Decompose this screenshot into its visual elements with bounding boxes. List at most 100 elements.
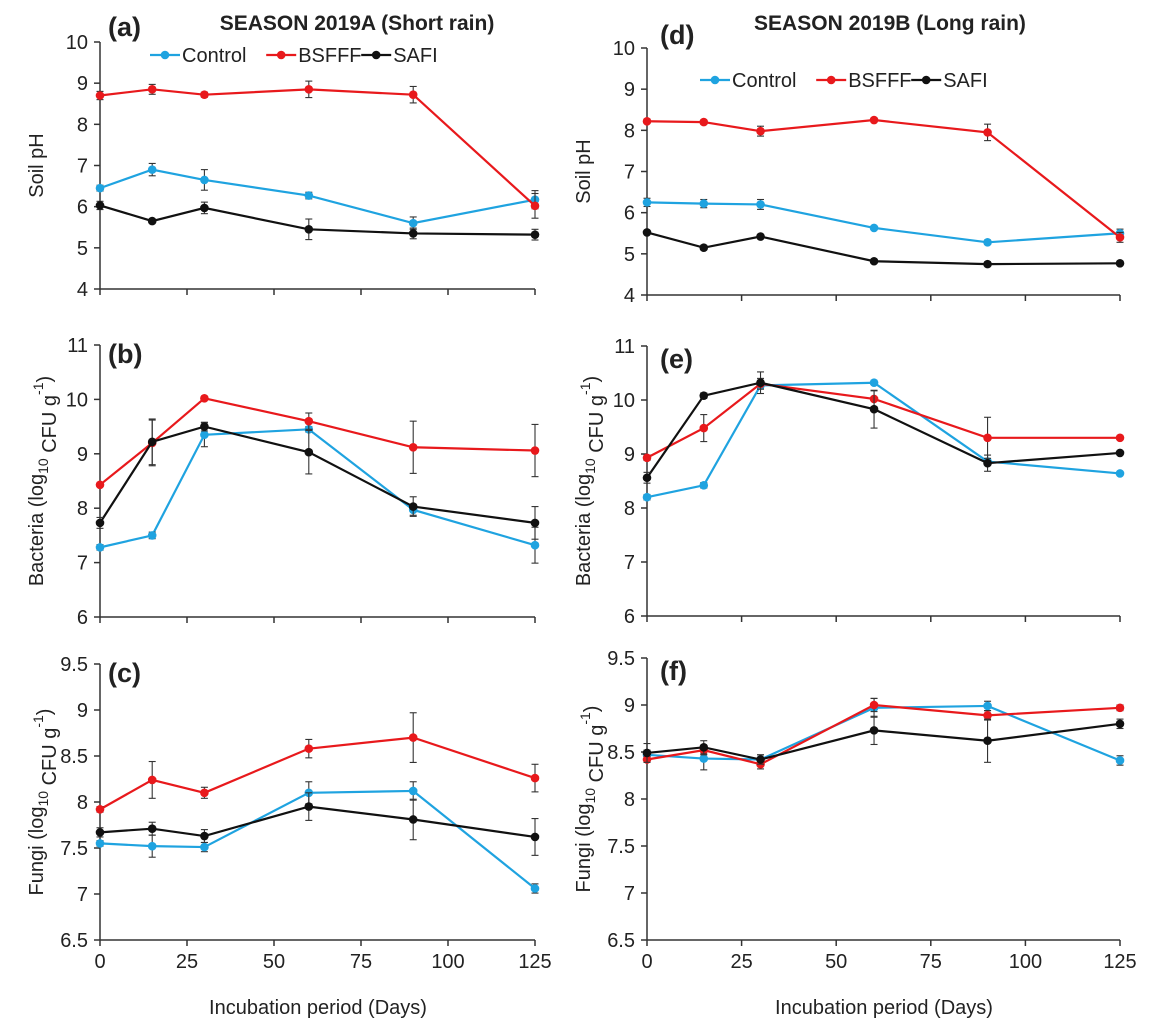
y-tick-label: 7: [624, 883, 635, 905]
data-point-safi: [304, 802, 314, 811]
data-point-control: [869, 223, 879, 233]
series-line-control: [646, 381, 1121, 499]
y-tick-label: 8: [624, 120, 635, 142]
data-point-control: [95, 543, 105, 552]
y-tick-label: 5: [77, 238, 88, 260]
x-axis-title-left: Incubation period (Days): [209, 997, 427, 1019]
data-point-safi: [530, 832, 540, 842]
y-axis-title-part: CFU g: [586, 395, 608, 458]
panel-label: (b): [108, 339, 142, 369]
y-tick-label: 10: [66, 32, 88, 54]
data-point-control: [1115, 469, 1125, 478]
chart-panel-c: 6.5 7 7.5 8 8.5 9 9.5 0 25 50 75 100 125 Fungi (log10…: [26, 654, 552, 973]
series-line-bsfff: [99, 736, 536, 811]
y-tick-label: 8: [77, 498, 88, 520]
data-point-control: [983, 238, 992, 247]
y-axis-title: Fungi (log10 CFU g-1): [573, 706, 608, 893]
data-point-safi: [756, 232, 765, 241]
x-tick-label: 0: [94, 951, 105, 973]
data-point-bsfff: [304, 744, 314, 753]
y-axis-title-part: 10: [582, 458, 598, 474]
series-line-bsfff: [99, 88, 536, 207]
legend-swatch-marker: [921, 75, 931, 85]
x-tick-label: 125: [518, 951, 551, 973]
y-axis-title-part: 10: [35, 791, 51, 807]
data-point-control: [408, 218, 418, 228]
y-tick-label: 10: [613, 390, 635, 412]
data-point-bsfff: [408, 90, 418, 99]
data-point-bsfff: [642, 453, 652, 463]
y-axis-title-part: CFU g: [586, 725, 608, 788]
legend-swatch-marker: [710, 75, 720, 85]
panel-label: (f): [660, 656, 687, 686]
data-point-safi: [756, 755, 765, 764]
legend-label-control: Control: [182, 45, 246, 67]
y-axis-title-part: ): [34, 376, 56, 383]
data-point-bsfff: [200, 788, 209, 798]
data-point-bsfff: [1115, 233, 1125, 242]
data-point-bsfff: [699, 423, 709, 433]
data-point-control: [200, 175, 209, 185]
y-axis-title-part: ): [34, 709, 56, 716]
y-tick-label: 8.5: [607, 742, 635, 764]
y-axis-title-part: ): [581, 706, 603, 713]
data-point-safi: [95, 828, 105, 837]
data-point-safi: [1115, 719, 1125, 729]
data-point-control: [869, 378, 879, 388]
chart-panel-d: 4 5 6 7 8 9 10 Soil pH (d) Control BSFFF SAFI: [573, 20, 1125, 307]
y-tick-label: 6: [624, 606, 635, 628]
legend-swatch-marker: [160, 50, 170, 60]
data-point-safi: [1115, 259, 1125, 268]
x-tick-label: 75: [920, 951, 942, 973]
data-point-control: [147, 841, 157, 851]
y-axis-title: Soil pH: [26, 133, 48, 197]
data-point-bsfff: [983, 433, 992, 443]
data-point-safi: [304, 225, 314, 234]
y-tick-label: 7: [77, 553, 88, 575]
data-point-bsfff: [408, 733, 418, 742]
y-axis-title-part: CFU g: [39, 728, 61, 791]
data-point-control: [642, 198, 652, 207]
y-axis-title-part: -1: [577, 382, 593, 395]
data-point-bsfff: [304, 85, 314, 94]
series-line-control: [99, 789, 536, 890]
x-tick-label: 50: [825, 951, 847, 973]
data-point-safi: [642, 228, 652, 237]
data-point-safi: [699, 243, 709, 252]
series-line-control: [99, 428, 536, 549]
legend-swatch-marker: [826, 75, 836, 85]
panel-label: (c): [108, 658, 141, 688]
y-tick-label: 4: [77, 279, 88, 301]
data-point-safi: [95, 201, 105, 210]
data-point-bsfff: [983, 128, 992, 137]
data-point-bsfff: [699, 117, 709, 127]
y-tick-label: 9: [77, 700, 88, 722]
y-tick-label: 9.5: [607, 648, 635, 670]
legend-swatch-marker: [371, 50, 381, 60]
panel-label: (e): [660, 344, 693, 374]
data-point-bsfff: [530, 201, 540, 211]
y-tick-label: 9: [77, 73, 88, 95]
y-tick-label: 7: [624, 552, 635, 574]
y-axis-title: Soil pH: [573, 139, 595, 203]
y-tick-label: 8.5: [60, 746, 88, 768]
series-line-safi: [99, 805, 536, 839]
panels: 4 5 6 7 8 9 10 Soil pH (a) Control BSFFF SAFI 6 7 8 9 10…: [26, 12, 1137, 973]
series-line-safi: [646, 381, 1121, 479]
y-tick-label: 6: [77, 197, 88, 219]
series-line-safi: [99, 204, 536, 236]
y-axis-title-part: Fungi (log: [26, 807, 48, 896]
data-point-bsfff: [200, 90, 209, 99]
data-point-safi: [642, 473, 652, 483]
data-point-safi: [983, 458, 992, 468]
series-line-safi: [646, 231, 1121, 266]
data-point-safi: [147, 824, 157, 833]
data-point-control: [699, 754, 709, 763]
data-point-safi: [200, 831, 209, 841]
y-tick-label: 4: [624, 285, 635, 307]
data-point-bsfff: [95, 91, 105, 100]
data-point-safi: [408, 502, 418, 511]
